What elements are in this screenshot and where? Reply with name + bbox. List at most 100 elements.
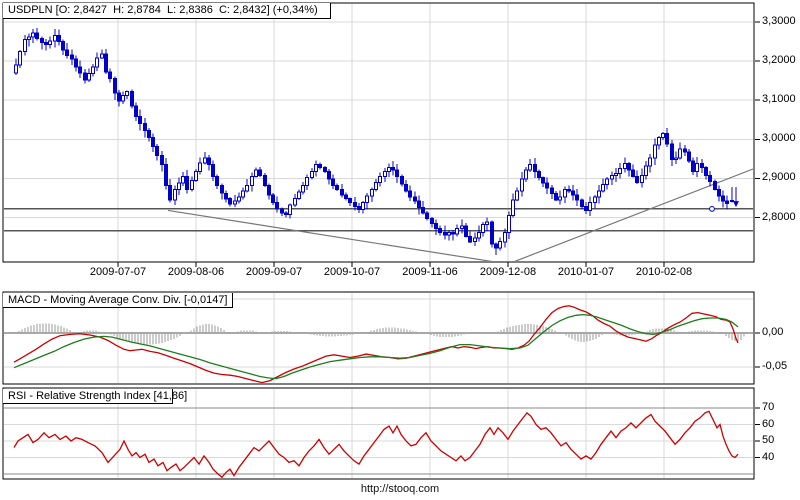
candle-body (695, 163, 699, 172)
candle-body (207, 157, 211, 166)
candle-body (203, 157, 207, 164)
candle-body (177, 182, 181, 190)
trendlines (167, 168, 753, 261)
candle-body (575, 194, 579, 201)
rsi-line (13, 410, 739, 478)
rsi-y-axis-label: 70 (762, 401, 775, 413)
macd-y-axis-label: -0,05 (762, 360, 788, 372)
rsi-panel (2, 387, 760, 480)
macd-histogram (15, 323, 745, 345)
candle-body (323, 167, 327, 172)
candle-body (473, 237, 477, 243)
rsi-title-box: RSI - Relative Strength Index [41,86] (3, 389, 187, 404)
rsi-y-axis-label: 40 (762, 450, 775, 463)
candle-body (691, 160, 695, 172)
candle-body (331, 178, 335, 186)
main-y-axis-label: 3,1000 (762, 93, 796, 106)
candle-body (305, 177, 309, 186)
candle-body (61, 41, 65, 51)
candle-body (117, 92, 121, 102)
candle-body (490, 221, 494, 245)
candle-body (293, 198, 297, 206)
candle-body (593, 196, 597, 204)
macd-line (13, 305, 739, 383)
candle-body (447, 231, 451, 236)
candle-body (327, 170, 331, 180)
candle-body (455, 227, 459, 235)
candle-body (631, 169, 635, 177)
candle-body (151, 136, 155, 147)
candle-body (383, 170, 387, 177)
trendline (514, 168, 753, 261)
x-axis-date-label: 2009-10-07 (323, 266, 381, 278)
candles-group (14, 28, 734, 256)
main-y-axis-label: 3,2000 (762, 54, 796, 67)
candle-body (391, 167, 395, 171)
candle-body (678, 148, 682, 159)
candle-body (241, 190, 245, 198)
rsi-title: RSI - Relative Strength Index [41,86] (8, 390, 188, 402)
candle-body (413, 196, 417, 202)
candle-body (627, 163, 631, 171)
candle-body (507, 215, 511, 233)
candle-body (623, 163, 627, 170)
candle-body (567, 188, 571, 192)
candle-body (494, 243, 498, 249)
rsi-y-axis-label: 50 (762, 434, 775, 446)
candle-body (35, 32, 39, 39)
candle-body (545, 182, 549, 189)
candle-body (100, 53, 104, 59)
candle-body (194, 170, 198, 181)
candle-body (610, 174, 614, 180)
candle-body (267, 184, 271, 196)
x-axis-date-label: 2009-12-08 (479, 266, 537, 278)
candle-body (125, 91, 129, 96)
main-y-axis-label: 2,9000 (762, 171, 796, 184)
candle-body (361, 202, 365, 211)
x-axis-date-label: 2009-11-06 (402, 266, 458, 278)
candle-body (648, 157, 652, 167)
candle-body (417, 200, 421, 209)
macd-title-box: MACD - Moving Average Conv. Div. [-0,014… (3, 293, 233, 308)
candle-body (614, 173, 618, 176)
candle-body (14, 64, 18, 74)
candle-body (237, 196, 241, 202)
candle-body (408, 190, 412, 198)
candle-body (301, 184, 305, 193)
candle-body (644, 165, 648, 176)
candle-body (130, 91, 134, 107)
candle-body (605, 178, 609, 185)
candle-body (550, 187, 554, 194)
candle-body (674, 157, 678, 161)
candle-body (485, 221, 489, 225)
candle-body (121, 95, 125, 102)
candle-body (78, 66, 82, 74)
candle-body (211, 164, 215, 177)
candle-body (387, 167, 391, 172)
candle-body (520, 178, 524, 192)
candle-body (451, 231, 455, 235)
candle-body (464, 225, 468, 237)
candle-body (113, 78, 117, 94)
candle-body (31, 32, 35, 38)
candle-body (254, 169, 258, 177)
x-axis-date-label: 2010-02-08 (635, 266, 693, 278)
candle-body (48, 40, 52, 46)
trendline (167, 209, 493, 261)
candle-body (104, 53, 108, 73)
candle-body (280, 208, 284, 214)
candle-body (91, 66, 95, 75)
candle-body (558, 196, 562, 201)
macd-y-axis-label: 0,00 (762, 326, 784, 338)
footer-url[interactable]: http://stooq.com (360, 483, 440, 495)
candle-body (683, 148, 687, 153)
candle-body (588, 202, 592, 211)
candle-body (370, 188, 374, 197)
candle-body (147, 130, 151, 138)
candle-body (700, 163, 704, 168)
candle-body (258, 169, 262, 176)
candle-body (335, 184, 339, 190)
candle-body (95, 57, 99, 68)
candle-body (528, 164, 532, 171)
